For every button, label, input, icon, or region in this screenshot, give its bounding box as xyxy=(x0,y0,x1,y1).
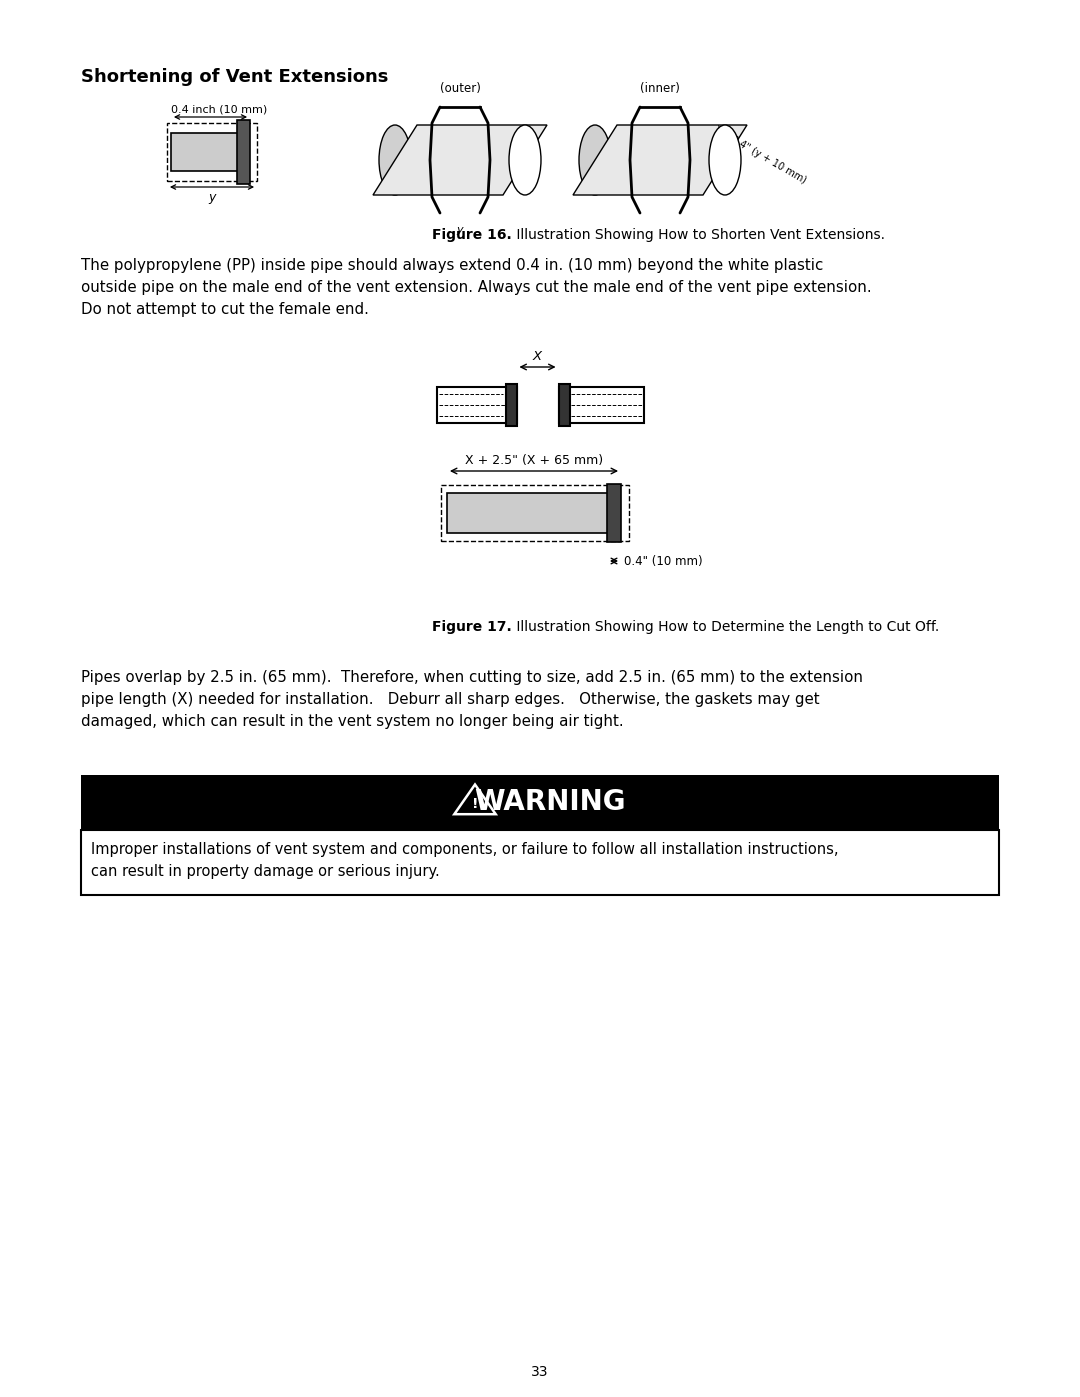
Text: Figure 17.: Figure 17. xyxy=(432,620,512,634)
Bar xyxy=(558,387,644,423)
Text: can result in property damage or serious injury.: can result in property damage or serious… xyxy=(91,863,440,879)
Text: Do not attempt to cut the female end.: Do not attempt to cut the female end. xyxy=(81,302,369,317)
Text: X: X xyxy=(532,351,542,363)
Text: outside pipe on the male end of the vent extension. Always cut the male end of t: outside pipe on the male end of the vent… xyxy=(81,279,872,295)
Text: WARNING: WARNING xyxy=(474,788,625,816)
Bar xyxy=(81,775,999,830)
Ellipse shape xyxy=(379,124,411,196)
Bar xyxy=(237,120,249,184)
Ellipse shape xyxy=(708,124,741,196)
Bar xyxy=(81,830,999,895)
Text: Illustration Showing How to Shorten Vent Extensions.: Illustration Showing How to Shorten Vent… xyxy=(512,228,885,242)
Polygon shape xyxy=(373,124,546,196)
Polygon shape xyxy=(573,124,747,196)
Text: y: y xyxy=(208,191,216,204)
Text: The polypropylene (PP) inside pipe should always extend 0.4 in. (10 mm) beyond t: The polypropylene (PP) inside pipe shoul… xyxy=(81,258,823,272)
Text: Improper installations of vent system and components, or failure to follow all i: Improper installations of vent system an… xyxy=(91,842,838,856)
Text: (outer): (outer) xyxy=(440,82,481,95)
Text: Y + 0.4" (y + 10 mm): Y + 0.4" (y + 10 mm) xyxy=(712,124,808,184)
Text: 33: 33 xyxy=(531,1365,549,1379)
Text: X + 2.5" (X + 65 mm): X + 2.5" (X + 65 mm) xyxy=(464,454,603,467)
Text: Figure 16.: Figure 16. xyxy=(432,228,512,242)
Bar xyxy=(505,384,516,426)
Text: pipe length (X) needed for installation.   Deburr all sharp edges.   Otherwise, : pipe length (X) needed for installation.… xyxy=(81,692,820,707)
Bar xyxy=(167,123,257,182)
Text: 0.4 inch (10 mm): 0.4 inch (10 mm) xyxy=(171,103,267,115)
Ellipse shape xyxy=(509,124,541,196)
Bar xyxy=(441,485,629,541)
Polygon shape xyxy=(455,785,496,814)
Bar xyxy=(607,483,621,542)
Text: y: y xyxy=(457,225,463,235)
Text: !: ! xyxy=(472,798,478,812)
Text: 0.4" (10 mm): 0.4" (10 mm) xyxy=(624,555,703,567)
Text: Illustration Showing How to Determine the Length to Cut Off.: Illustration Showing How to Determine th… xyxy=(512,620,940,634)
Bar xyxy=(447,493,609,534)
Bar xyxy=(558,384,569,426)
Ellipse shape xyxy=(579,124,611,196)
Text: damaged, which can result in the vent system no longer being air tight.: damaged, which can result in the vent sy… xyxy=(81,714,623,729)
Bar xyxy=(436,387,516,423)
Text: (inner): (inner) xyxy=(640,82,680,95)
Text: Shortening of Vent Extensions: Shortening of Vent Extensions xyxy=(81,68,389,87)
Bar xyxy=(171,133,239,170)
Text: Pipes overlap by 2.5 in. (65 mm).  Therefore, when cutting to size, add 2.5 in. : Pipes overlap by 2.5 in. (65 mm). Theref… xyxy=(81,671,863,685)
